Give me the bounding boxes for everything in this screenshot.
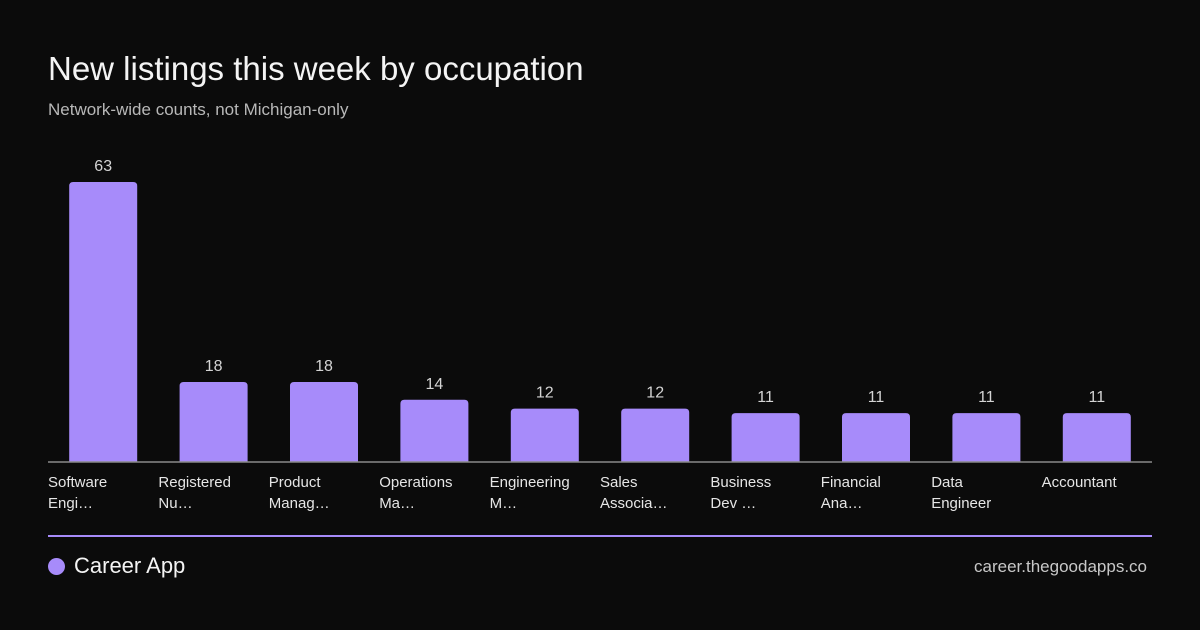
category-label: Ma… <box>379 495 415 512</box>
bar <box>952 413 1021 462</box>
bar <box>842 413 910 462</box>
dot-icon <box>48 558 65 575</box>
data-label: 18 <box>205 358 223 375</box>
category-label: Manag… <box>269 495 330 512</box>
category-label: Nu… <box>158 495 192 512</box>
category-label: Software <box>48 474 107 491</box>
data-label: 63 <box>94 158 112 175</box>
category-label: Business <box>710 474 771 491</box>
data-label: 11 <box>757 389 774 406</box>
bar <box>400 399 469 462</box>
category-label: Operations <box>379 474 452 491</box>
bar <box>179 382 248 462</box>
bar <box>69 182 138 462</box>
category-label: Sales <box>600 474 638 491</box>
category-label: Accountant <box>1042 474 1118 491</box>
data-label: 11 <box>1088 389 1105 406</box>
data-label: 12 <box>536 385 554 402</box>
data-label: 12 <box>646 385 664 402</box>
category-label: Engi… <box>48 495 93 512</box>
bar <box>510 408 579 462</box>
category-label: Ana… <box>821 495 863 512</box>
category-label: Engineering <box>490 474 570 491</box>
data-label: 11 <box>868 389 885 406</box>
data-label: 11 <box>978 389 995 406</box>
category-label: Dev … <box>710 495 756 512</box>
category-label: M… <box>490 495 517 512</box>
bar-chart: 63 Software Engi… 18 Registered Nu… 18 Product M… <box>48 158 1152 512</box>
category-label: Financial <box>821 474 881 491</box>
data-label: 18 <box>315 358 333 375</box>
bar <box>731 413 800 462</box>
page-title: New listings this week by occupation <box>48 50 584 87</box>
category-label: Product <box>269 474 322 491</box>
data-label: 14 <box>426 376 444 393</box>
bar <box>290 382 358 462</box>
bar <box>621 408 690 462</box>
category-label: Registered <box>158 474 231 491</box>
page-subtitle: Network-wide counts, not Michigan-only <box>48 100 349 119</box>
bar <box>1062 413 1131 462</box>
category-label: Associa… <box>600 495 668 512</box>
brand-name: Career App <box>74 553 186 578</box>
footer-divider <box>48 535 1152 537</box>
brand-url[interactable]: career.thegoodapps.co <box>974 557 1147 576</box>
category-label: Engineer <box>931 495 991 512</box>
category-label: Data <box>931 474 963 491</box>
